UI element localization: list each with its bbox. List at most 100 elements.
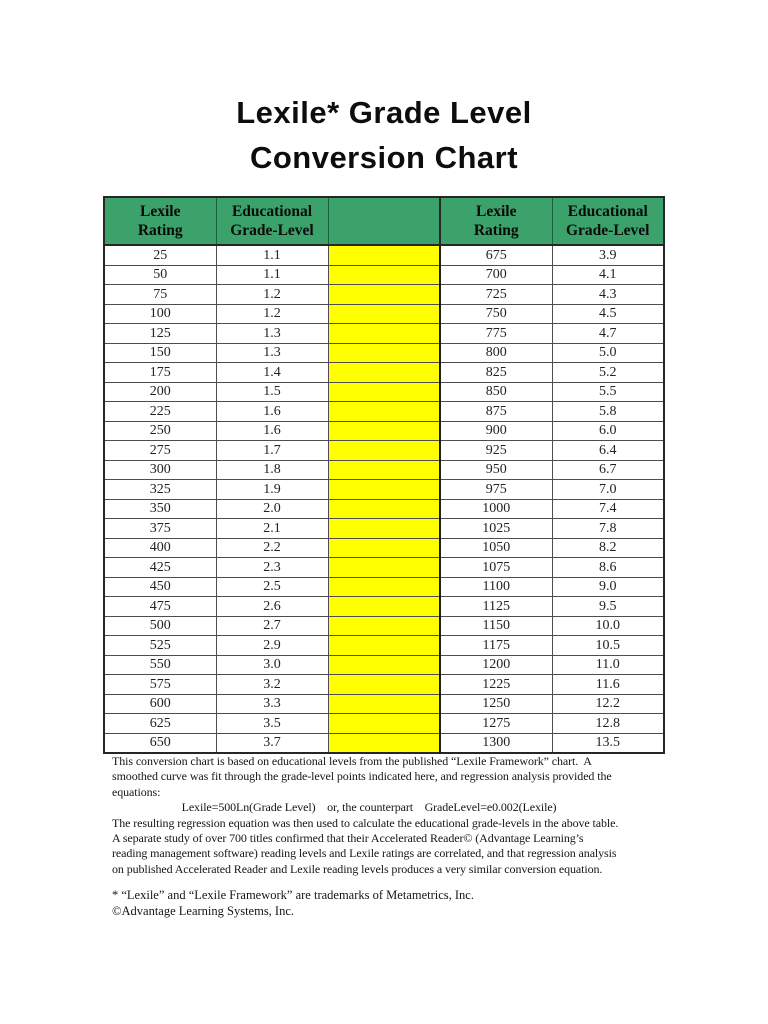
grade-level-cell: 1.8 bbox=[215, 459, 329, 480]
grade-level-cell: 2.0 bbox=[215, 498, 329, 519]
lexile-rating-cell: 1225 bbox=[439, 674, 553, 695]
lexile-rating-cell: 900 bbox=[439, 420, 553, 441]
grade-level-cell: 4.3 bbox=[551, 284, 665, 305]
grade-level-cell: 1.3 bbox=[215, 323, 329, 344]
conversion-table: Lexile Rating Educational Grade-Level Le… bbox=[103, 196, 665, 754]
table-row: 475 2.6 1125 9.5 bbox=[103, 596, 665, 617]
lexile-rating-cell: 1275 bbox=[439, 713, 553, 734]
lexile-rating-cell: 925 bbox=[439, 440, 553, 461]
table-row: 350 2.0 1000 7.4 bbox=[103, 498, 665, 519]
spacer-cell bbox=[327, 264, 441, 285]
grade-level-cell: 4.5 bbox=[551, 303, 665, 324]
grade-level-cell: 7.4 bbox=[551, 498, 665, 519]
grade-level-cell: 3.5 bbox=[215, 713, 329, 734]
table-row: 275 1.7 925 6.4 bbox=[103, 440, 665, 461]
grade-level-cell: 3.9 bbox=[551, 244, 665, 266]
lexile-rating-cell: 950 bbox=[439, 459, 553, 480]
table-row: 100 1.2 750 4.5 bbox=[103, 303, 665, 324]
grade-level-cell: 5.2 bbox=[551, 362, 665, 383]
grade-level-cell: 12.2 bbox=[551, 693, 665, 714]
lexile-rating-cell: 1075 bbox=[439, 557, 553, 578]
lexile-rating-cell: 700 bbox=[439, 264, 553, 285]
header-lexile-rating-right: Lexile Rating bbox=[439, 196, 553, 246]
grade-level-cell: 2.1 bbox=[215, 518, 329, 539]
grade-level-cell: 1.6 bbox=[215, 401, 329, 422]
lexile-rating-cell: 1125 bbox=[439, 596, 553, 617]
lexile-rating-cell: 1300 bbox=[439, 732, 553, 754]
lexile-rating-cell: 750 bbox=[439, 303, 553, 324]
lexile-rating-cell: 875 bbox=[439, 401, 553, 422]
spacer-cell bbox=[327, 323, 441, 344]
lexile-rating-cell: 300 bbox=[103, 459, 217, 480]
lexile-rating-cell: 425 bbox=[103, 557, 217, 578]
spacer-cell bbox=[327, 401, 441, 422]
lexile-rating-cell: 150 bbox=[103, 342, 217, 363]
table-row: 25 1.1 675 3.9 bbox=[103, 244, 665, 266]
grade-level-cell: 2.7 bbox=[215, 615, 329, 636]
table-row: 150 1.3 800 5.0 bbox=[103, 342, 665, 363]
grade-level-cell: 3.3 bbox=[215, 693, 329, 714]
spacer-cell bbox=[327, 635, 441, 656]
spacer-cell bbox=[327, 557, 441, 578]
lexile-rating-cell: 350 bbox=[103, 498, 217, 519]
spacer-cell bbox=[327, 518, 441, 539]
lexile-rating-cell: 175 bbox=[103, 362, 217, 383]
grade-level-cell: 1.3 bbox=[215, 342, 329, 363]
table-row: 300 1.8 950 6.7 bbox=[103, 459, 665, 480]
lexile-rating-cell: 975 bbox=[439, 479, 553, 500]
spacer-cell bbox=[327, 381, 441, 402]
spacer-cell bbox=[327, 654, 441, 675]
spacer-cell bbox=[327, 576, 441, 597]
table-row: 400 2.2 1050 8.2 bbox=[103, 537, 665, 558]
grade-level-cell: 3.2 bbox=[215, 674, 329, 695]
spacer-cell bbox=[327, 420, 441, 441]
table-row: 575 3.2 1225 11.6 bbox=[103, 674, 665, 695]
table-row: 75 1.2 725 4.3 bbox=[103, 284, 665, 305]
lexile-rating-cell: 250 bbox=[103, 420, 217, 441]
table-row: 600 3.3 1250 12.2 bbox=[103, 693, 665, 714]
grade-level-cell: 3.7 bbox=[215, 732, 329, 754]
spacer-cell bbox=[327, 244, 441, 266]
lexile-rating-cell: 1100 bbox=[439, 576, 553, 597]
grade-level-cell: 4.1 bbox=[551, 264, 665, 285]
spacer-cell bbox=[327, 693, 441, 714]
lexile-rating-cell: 100 bbox=[103, 303, 217, 324]
table-row: 625 3.5 1275 12.8 bbox=[103, 713, 665, 734]
body-paragraph: This conversion chart is based on educat… bbox=[112, 754, 619, 876]
lexile-rating-cell: 200 bbox=[103, 381, 217, 402]
lexile-rating-cell: 825 bbox=[439, 362, 553, 383]
lexile-rating-cell: 325 bbox=[103, 479, 217, 500]
spacer-cell bbox=[327, 342, 441, 363]
header-grade-level-right: Educational Grade-Level bbox=[551, 196, 665, 246]
lexile-rating-cell: 25 bbox=[103, 244, 217, 266]
grade-level-cell: 1.6 bbox=[215, 420, 329, 441]
grade-level-cell: 1.4 bbox=[215, 362, 329, 383]
grade-level-cell: 13.5 bbox=[551, 732, 665, 754]
footnotes: * “Lexile” and “Lexile Framework” are tr… bbox=[112, 888, 474, 918]
grade-level-cell: 1.1 bbox=[215, 264, 329, 285]
lexile-rating-cell: 850 bbox=[439, 381, 553, 402]
lexile-rating-cell: 550 bbox=[103, 654, 217, 675]
spacer-cell bbox=[327, 362, 441, 383]
grade-level-cell: 4.7 bbox=[551, 323, 665, 344]
table-row: 425 2.3 1075 8.6 bbox=[103, 557, 665, 578]
spacer-cell bbox=[327, 537, 441, 558]
table-row: 525 2.9 1175 10.5 bbox=[103, 635, 665, 656]
header-row: Lexile Rating Educational Grade-Level Le… bbox=[103, 196, 665, 246]
grade-level-cell: 1.9 bbox=[215, 479, 329, 500]
lexile-rating-cell: 800 bbox=[439, 342, 553, 363]
table-row: 325 1.9 975 7.0 bbox=[103, 479, 665, 500]
table-row: 500 2.7 1150 10.0 bbox=[103, 615, 665, 636]
lexile-rating-cell: 775 bbox=[439, 323, 553, 344]
lexile-rating-cell: 1150 bbox=[439, 615, 553, 636]
grade-level-cell: 6.7 bbox=[551, 459, 665, 480]
spacer-cell bbox=[327, 459, 441, 480]
spacer-cell bbox=[327, 284, 441, 305]
table-row: 550 3.0 1200 11.0 bbox=[103, 654, 665, 675]
grade-level-cell: 10.0 bbox=[551, 615, 665, 636]
lexile-rating-cell: 1175 bbox=[439, 635, 553, 656]
grade-level-cell: 1.7 bbox=[215, 440, 329, 461]
spacer-cell bbox=[327, 615, 441, 636]
lexile-rating-cell: 625 bbox=[103, 713, 217, 734]
